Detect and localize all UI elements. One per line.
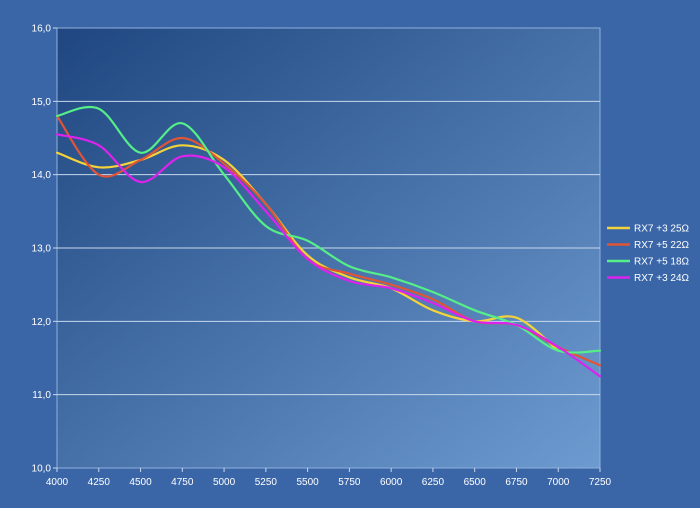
series-lines <box>55 105 602 378</box>
x-tick-label: 7000 <box>547 477 570 488</box>
x-tick-label: 5250 <box>255 477 278 488</box>
x-tick-label: 4750 <box>171 477 194 488</box>
x-tick-label: 7250 <box>589 477 612 488</box>
legend-label: RX7 +3 24Ω <box>634 273 690 284</box>
series-line-3 <box>55 105 602 354</box>
x-tick-label: 4500 <box>129 477 152 488</box>
y-tick-label: 16,0 <box>32 24 52 35</box>
x-tick-label: 6000 <box>380 477 403 488</box>
x-tick-label: 5000 <box>213 477 236 488</box>
y-tick-label: 12,0 <box>32 317 52 328</box>
y-tick-label: 11,0 <box>32 390 51 401</box>
x-tick-label: 5500 <box>296 477 319 488</box>
legend-label: RX7 +3 25Ω <box>634 224 690 235</box>
y-tick-label: 13,0 <box>32 244 52 255</box>
y-tick-label: 10,0 <box>32 464 52 475</box>
y-tick-label: 15,0 <box>32 97 52 108</box>
x-tick-label: 6750 <box>505 477 528 488</box>
legend-label: RX7 +5 22Ω <box>634 240 690 251</box>
x-tick-label: 6500 <box>464 477 487 488</box>
x-tick-label: 5750 <box>338 477 361 488</box>
y-axis-ticks: 10,0 11,0 12,0 13,0 14,0 15,0 16,0 <box>32 24 57 475</box>
x-tick-label: 6250 <box>422 477 445 488</box>
x-tick-label: 4250 <box>88 477 111 488</box>
series-line-4 <box>55 133 602 378</box>
legend: RX7 +3 25Ω RX7 +5 22Ω RX7 +5 18Ω RX7 +3 24Ω <box>607 224 690 284</box>
legend-label: RX7 +5 18Ω <box>634 257 690 268</box>
x-tick-label: 4000 <box>46 477 69 488</box>
y-tick-label: 14,0 <box>32 170 52 181</box>
x-axis-ticks: 4000 4250 4500 4750 5000 5250 5500 5750 6000 6250… <box>46 468 612 488</box>
